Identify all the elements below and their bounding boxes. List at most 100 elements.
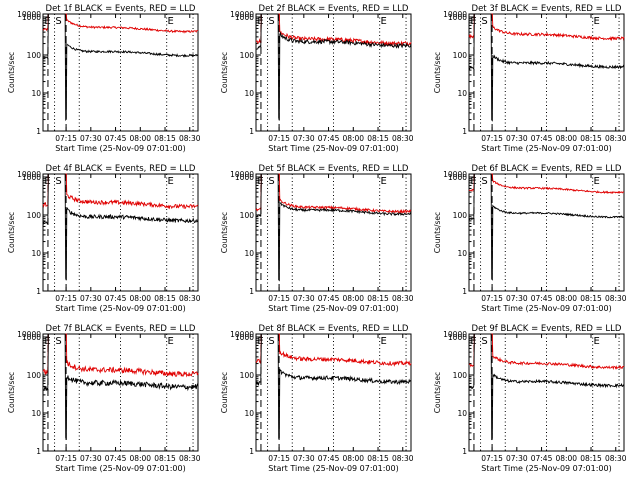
y-tick-label: 1000 xyxy=(235,333,254,342)
lld-series-line xyxy=(255,333,412,367)
x-tick-label: 08:30 xyxy=(179,454,201,463)
x-tick-label: 08:00 xyxy=(129,294,151,303)
x-axis-label: Start Time (25-Nov-09 07:01:00) xyxy=(268,304,398,313)
x-axis-label: Start Time (25-Nov-09 07:01:00) xyxy=(481,144,611,153)
lld-series-line xyxy=(42,333,199,378)
x-tick-label: 07:45 xyxy=(105,294,127,303)
y-tick-label: 1 xyxy=(462,127,467,136)
y-tick-label: 1000 xyxy=(448,333,467,342)
y-tick-label: 10 xyxy=(244,89,254,98)
x-tick-label: 07:45 xyxy=(318,454,340,463)
x-axis-label: Start Time (25-Nov-09 07:01:00) xyxy=(481,464,611,473)
events-series-line xyxy=(468,173,625,281)
x-axis-label: Start Time (25-Nov-09 07:01:00) xyxy=(55,464,185,473)
x-tick-label: 08:30 xyxy=(392,134,414,143)
y-tick-label: 10000 xyxy=(443,330,467,339)
lld-series-line xyxy=(468,333,625,371)
y-tick-label: 100 xyxy=(240,211,255,220)
x-tick-label: 08:15 xyxy=(367,294,389,303)
panel-5: Det 5f BLACK = Events, RED = LLD 1 10 100 10… xyxy=(220,164,414,313)
panel-8: Det 8f BLACK = Events, RED = LLD 1 10 100 10… xyxy=(220,324,414,473)
x-tick-label: 07:30 xyxy=(506,294,528,303)
x-tick-label: 07:15 xyxy=(481,294,503,303)
y-tick-label: 10000 xyxy=(17,10,41,19)
event-marker-label: S xyxy=(268,176,274,187)
x-tick-label: 07:45 xyxy=(318,134,340,143)
y-axis-label: Counts/sec xyxy=(7,212,16,253)
lld-series-line xyxy=(468,173,625,195)
lld-series-line xyxy=(468,13,625,42)
x-tick-label: 08:00 xyxy=(555,134,577,143)
panel-title: Det 9f BLACK = Events, RED = LLD xyxy=(472,324,622,334)
x-tick-label: 08:15 xyxy=(580,294,602,303)
x-tick-label: 08:00 xyxy=(555,294,577,303)
x-tick-label: 08:30 xyxy=(605,134,627,143)
panel-title: Det 8f BLACK = Events, RED = LLD xyxy=(259,324,409,334)
x-tick-label: 08:30 xyxy=(605,294,627,303)
x-tick-label: 07:30 xyxy=(506,134,528,143)
event-marker-label: E xyxy=(380,176,386,187)
x-tick-label: 07:45 xyxy=(531,134,553,143)
y-axis-label: Counts/sec xyxy=(220,372,229,413)
x-tick-label: 08:15 xyxy=(154,454,176,463)
y-axis-label: Counts/sec xyxy=(433,52,442,93)
event-marker-label: S xyxy=(481,176,487,187)
x-tick-label: 08:15 xyxy=(367,134,389,143)
event-marker-label: S xyxy=(481,336,487,347)
y-axis-label: Counts/sec xyxy=(220,212,229,253)
x-tick-label: 07:45 xyxy=(318,294,340,303)
x-tick-label: 08:00 xyxy=(342,294,364,303)
panel-3: Det 3f BLACK = Events, RED = LLD 1 10 100 10… xyxy=(433,4,627,153)
panel-7: Det 7f BLACK = Events, RED = LLD 1 10 100 10… xyxy=(7,324,201,473)
y-tick-label: 10 xyxy=(457,89,467,98)
y-tick-label: 100 xyxy=(240,51,255,60)
y-tick-label: 1 xyxy=(249,287,254,296)
event-marker-label: E xyxy=(470,176,476,187)
event-marker-label: E xyxy=(380,336,386,347)
x-tick-label: 07:45 xyxy=(531,454,553,463)
x-tick-label: 07:15 xyxy=(481,134,503,143)
events-series-line xyxy=(256,13,412,121)
y-tick-label: 100 xyxy=(453,51,468,60)
x-tick-label: 08:30 xyxy=(392,454,414,463)
y-tick-label: 10000 xyxy=(230,330,254,339)
y-tick-label: 1 xyxy=(36,287,41,296)
y-tick-label: 10 xyxy=(244,409,254,418)
y-tick-label: 10 xyxy=(31,409,41,418)
panel-2: Det 2f BLACK = Events, RED = LLD 1 10 100 10… xyxy=(220,4,414,153)
lld-series-line xyxy=(42,173,199,210)
y-tick-label: 100 xyxy=(27,211,42,220)
x-tick-label: 07:30 xyxy=(80,134,102,143)
y-tick-label: 100 xyxy=(27,371,42,380)
y-tick-label: 100 xyxy=(240,371,255,380)
event-marker-label: S xyxy=(481,16,487,27)
panel-1: Det 1f BLACK = Events, RED = LLD 1 10 100 10… xyxy=(7,4,201,153)
y-axis-label: Counts/sec xyxy=(7,52,16,93)
event-marker-label: E xyxy=(257,176,263,187)
y-tick-label: 10000 xyxy=(230,170,254,179)
event-marker-label: E xyxy=(380,16,386,27)
y-tick-label: 10 xyxy=(31,89,41,98)
events-series-line xyxy=(468,333,625,441)
panel-title: Det 3f BLACK = Events, RED = LLD xyxy=(472,4,622,14)
event-marker-label: E xyxy=(470,16,476,27)
events-series-line xyxy=(255,333,412,439)
panel-title: Det 5f BLACK = Events, RED = LLD xyxy=(259,164,409,174)
x-tick-label: 07:15 xyxy=(268,454,290,463)
y-axis-label: Counts/sec xyxy=(220,52,229,93)
lld-series-line xyxy=(255,173,412,215)
lld-series-line xyxy=(42,13,199,34)
event-marker-label: S xyxy=(268,16,274,27)
event-marker-label: E xyxy=(167,336,173,347)
x-tick-label: 08:00 xyxy=(129,454,151,463)
events-series-line xyxy=(42,173,199,281)
event-marker-label: E xyxy=(470,336,476,347)
panel-4: Det 4f BLACK = Events, RED = LLD 1 10 100 10… xyxy=(7,164,201,313)
y-tick-label: 1 xyxy=(36,447,41,456)
y-tick-label: 1 xyxy=(36,127,41,136)
y-tick-label: 1000 xyxy=(235,173,254,182)
y-tick-label: 1000 xyxy=(235,13,254,22)
y-tick-label: 10000 xyxy=(230,10,254,19)
panel-title: Det 1f BLACK = Events, RED = LLD xyxy=(46,4,196,14)
x-tick-label: 08:15 xyxy=(580,134,602,143)
